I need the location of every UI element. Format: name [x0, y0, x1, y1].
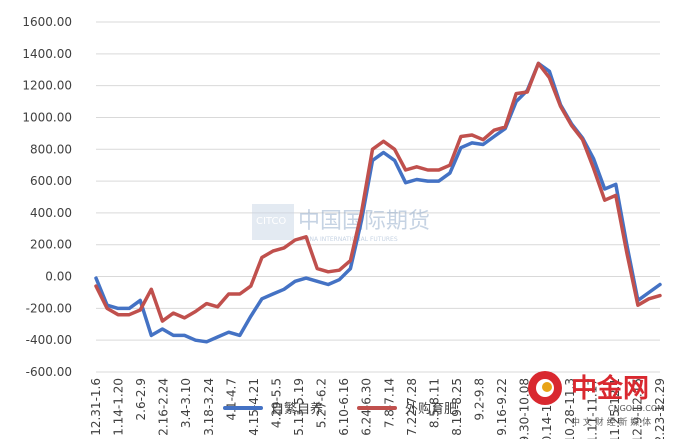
gridlines	[96, 21, 660, 373]
legend-label-series-2: 外购育肥	[405, 402, 458, 417]
y-axis: 1600.00 1400.00 1200.00 1000.00 800.00 600.00…	[22, 15, 72, 379]
x-tick-label: 5.13-5.19	[292, 378, 306, 436]
x-tick-label: 3.18-3.24	[202, 378, 216, 436]
x-tick-label: 5.27-6.2	[315, 378, 329, 428]
x-tick-label: 4.29-5.5	[269, 378, 283, 428]
x-tick-label: 8.19-8.25	[450, 378, 464, 436]
x-tick-label: 9.2-9.8	[473, 378, 487, 421]
y-tick-label: 1400.00	[22, 47, 72, 61]
y-tick-label: 800.00	[30, 142, 72, 156]
cngold-logo-url: CNGOLD.COM	[608, 404, 664, 413]
x-tick-label: 10.28-11.3	[563, 378, 577, 439]
citco-watermark-box	[252, 204, 294, 240]
cngold-logo: 中金网 CNGOLD.COM 中 文 财 经 新 媒 体	[528, 371, 664, 428]
x-tick-label: 12.23-12.29	[653, 378, 667, 439]
x-tick-label: 9.30-10.08	[518, 378, 532, 439]
x-tick-label: 2.16-2.24	[157, 378, 171, 436]
legend-item-series-2: 外购育肥	[357, 398, 457, 417]
cngold-logo-tagline: 中 文 财 经 新 媒 体	[571, 416, 651, 428]
y-tick-label: 1000.00	[22, 110, 72, 124]
x-tick-label: 9.16-9.22	[495, 378, 509, 436]
y-tick-label: 1600.00	[22, 15, 72, 29]
y-tick-label: -400.00	[26, 333, 72, 347]
y-tick-label: 1200.00	[22, 79, 72, 93]
x-tick-label: 1.14-1.20	[112, 378, 126, 436]
x-axis: 12.31-1.6 1.14-1.20 2.6-2.9 2.16-2.24 3.4-3.…	[89, 378, 667, 439]
cngold-logo-text: 中金网	[571, 373, 649, 404]
y-tick-label: 600.00	[30, 174, 72, 188]
x-tick-label: 12.9-12.15	[630, 378, 644, 439]
y-tick-label: 0.00	[45, 270, 72, 284]
legend-swatch-series-1	[222, 405, 263, 410]
series-lines	[94, 61, 662, 344]
y-tick-label: 200.00	[30, 238, 72, 252]
x-tick-label: 11.11-11.17	[585, 378, 599, 439]
series-line-1	[94, 61, 662, 344]
citco-watermark-text: CITCO	[256, 216, 286, 227]
y-tick-label: 400.00	[30, 206, 72, 220]
citco-watermark: CITCO 中国国际期货 CHINA INTERNATIONAL FUTURES	[252, 204, 430, 243]
y-tick-label: -200.00	[26, 301, 72, 315]
cngold-logo-mark-dot	[542, 382, 552, 392]
x-tick-label: 3.4-3.10	[179, 378, 193, 428]
x-tick-label: 8.5-8.11	[427, 378, 441, 428]
x-tick-label: 7.22-7.28	[405, 378, 419, 436]
legend-label-series-1: 自繁自养	[270, 402, 323, 417]
x-tick-label: 11.25-12.1	[608, 378, 622, 439]
y-tick-label: -600.00	[26, 365, 72, 379]
citco-watermark-en: CHINA INTERNATIONAL FUTURES	[299, 236, 398, 243]
legend-item-series-1: 自繁自养	[222, 398, 323, 417]
x-tick-label: 2.6-2.9	[134, 378, 148, 421]
x-tick-label: 6.10-6.16	[337, 378, 351, 436]
series-line-2	[94, 61, 662, 323]
chart-legend: 自繁自养 外购育肥	[0, 398, 680, 417]
x-tick-label: 7.8-7.14	[382, 378, 396, 428]
x-tick-label: 4.1-4.7	[224, 378, 238, 421]
legend-swatch-series-2	[357, 405, 397, 410]
x-tick-label: 12.31-1.6	[89, 378, 103, 436]
